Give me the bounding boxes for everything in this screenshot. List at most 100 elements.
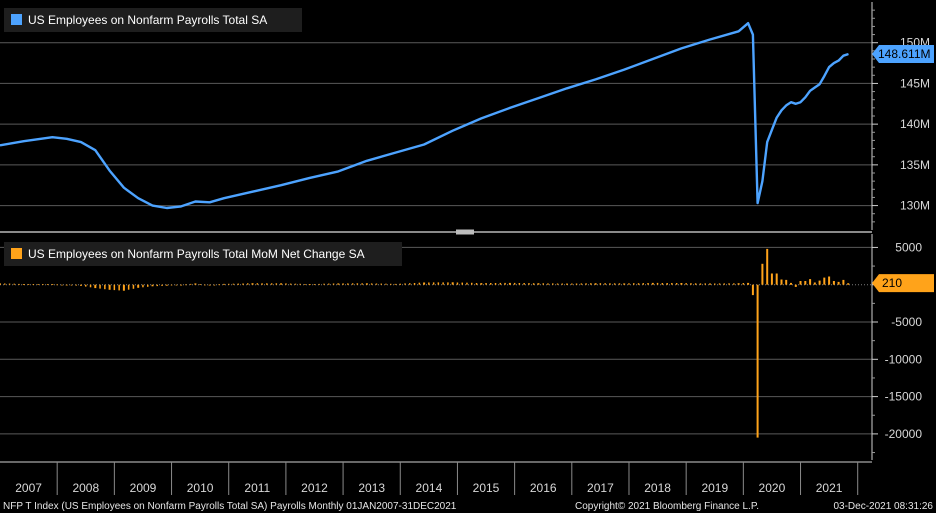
bottom-panel-grid xyxy=(0,246,872,435)
net-change-bar-interp xyxy=(532,283,535,285)
payrolls-point xyxy=(828,66,830,68)
payrolls-point xyxy=(166,207,168,209)
net-change-bar-interp xyxy=(733,283,735,285)
net-change-bar-interp xyxy=(294,283,297,285)
top-last-value-badge xyxy=(872,45,934,64)
payrolls-point xyxy=(394,152,397,154)
net-change-bar-interp xyxy=(385,283,387,285)
net-change-bar-interp xyxy=(637,283,640,285)
payrolls-point xyxy=(94,149,96,151)
net-change-bar xyxy=(651,282,654,285)
payrolls-point xyxy=(771,129,773,131)
net-change-bar-interp xyxy=(728,283,730,285)
net-change-bar-interp xyxy=(613,283,616,285)
payrolls-point xyxy=(151,205,154,207)
payrolls-point xyxy=(766,141,768,143)
net-change-bar-interp xyxy=(718,283,721,285)
payrolls-point xyxy=(23,140,25,142)
net-change-bar-interp xyxy=(232,283,235,285)
net-change-bar xyxy=(737,283,740,285)
net-change-bar-interp xyxy=(690,283,692,285)
net-change-bar-interp xyxy=(199,284,201,285)
net-change-bar xyxy=(251,283,254,285)
net-change-bar-interp xyxy=(556,283,559,285)
bottom-legend-swatch xyxy=(11,248,22,259)
net-change-bar xyxy=(809,279,812,285)
net-change-bar-interp xyxy=(661,283,664,285)
payrolls-point xyxy=(838,60,840,62)
x-axis: 2007 2008 2009 2010 2011 2012 2013 2014 2015 2016… xyxy=(0,461,872,495)
panel-resize-handle[interactable] xyxy=(456,229,474,235)
net-change-bar-interp xyxy=(714,283,716,285)
net-change-bar-interp xyxy=(675,283,678,285)
payrolls-point xyxy=(652,58,654,60)
payrolls-point xyxy=(738,30,740,32)
net-change-bar-interp xyxy=(561,283,563,285)
net-change-bar xyxy=(94,284,97,289)
net-change-bar-interp xyxy=(447,282,449,285)
payrolls-point xyxy=(109,170,111,172)
net-change-bar-interp xyxy=(475,283,478,285)
net-change-bar-interp xyxy=(313,284,316,285)
net-change-bar-interp xyxy=(666,283,668,285)
payrolls-point xyxy=(423,143,425,146)
x-year-label: 2011 xyxy=(244,481,270,495)
net-change-bar-interp xyxy=(99,284,101,289)
net-change-bar-interp xyxy=(161,284,163,286)
net-change-bar-interp xyxy=(504,282,506,285)
net-change-bar-interp xyxy=(694,283,697,285)
net-change-bar xyxy=(308,284,311,285)
net-change-bar-interp xyxy=(642,283,644,285)
net-change-bar-interp xyxy=(351,283,354,285)
net-change-bar-interp xyxy=(356,283,359,285)
net-change-bar xyxy=(837,281,840,285)
net-change-bar-interp xyxy=(375,283,378,285)
net-change-bar xyxy=(151,284,154,287)
net-change-bar xyxy=(804,281,807,285)
footer-bar: NFP T Index (US Employees on Nonfarm Pay… xyxy=(0,496,936,513)
x-year-label: 2012 xyxy=(301,481,328,495)
payrolls-point xyxy=(251,191,254,193)
payrolls-point xyxy=(480,117,482,119)
net-change-bar-interp xyxy=(304,284,306,285)
net-change-bar xyxy=(51,284,54,285)
net-change-bar-interp xyxy=(118,284,120,291)
bottom-legend[interactable]: US Employees on Nonfarm Payrolls Total M… xyxy=(4,242,402,266)
payrolls-point xyxy=(804,96,806,98)
net-change-bar-interp xyxy=(4,283,6,285)
net-change-bar-interp xyxy=(237,283,239,285)
net-change-bar-interp xyxy=(332,283,335,285)
bottom-panel-y-axis: -20000 -15000 -10000 -5000 5000 210 xyxy=(871,234,934,460)
net-change-bar-interp xyxy=(156,284,158,287)
net-change-bar-interp xyxy=(213,284,216,286)
net-change-bar-interp xyxy=(656,282,659,285)
net-change-bar-interp xyxy=(75,284,77,286)
net-change-bar xyxy=(766,248,769,285)
bottom-last-value-badge xyxy=(872,274,934,293)
net-change-bar-interp xyxy=(742,283,745,285)
payrolls-point xyxy=(623,69,625,71)
net-change-bar-interp xyxy=(404,283,406,285)
net-change-bar-interp xyxy=(685,283,687,285)
net-change-bar xyxy=(813,282,816,285)
net-change-bar xyxy=(180,284,183,286)
payrolls-point xyxy=(814,86,816,89)
payrolls-point xyxy=(280,184,282,186)
net-change-bar-interp xyxy=(270,283,273,285)
payrolls-point xyxy=(761,180,764,182)
net-change-bar-interp xyxy=(432,282,435,285)
x-year-label: 2018 xyxy=(644,481,671,495)
net-change-bar xyxy=(594,283,597,285)
net-change-bar-interp xyxy=(266,283,268,285)
payrolls-point xyxy=(757,202,759,204)
net-change-bar-interp xyxy=(361,283,363,285)
net-change-bar xyxy=(680,283,683,285)
payrolls-point xyxy=(223,197,225,199)
net-change-bar-interp xyxy=(571,283,573,285)
net-change-bar-interp xyxy=(37,284,39,285)
net-change-bar-interp xyxy=(466,282,468,285)
net-change-bar-interp xyxy=(399,283,401,285)
top-legend[interactable]: US Employees on Nonfarm Payrolls Total S… xyxy=(4,8,302,32)
payrolls-point xyxy=(180,205,182,207)
